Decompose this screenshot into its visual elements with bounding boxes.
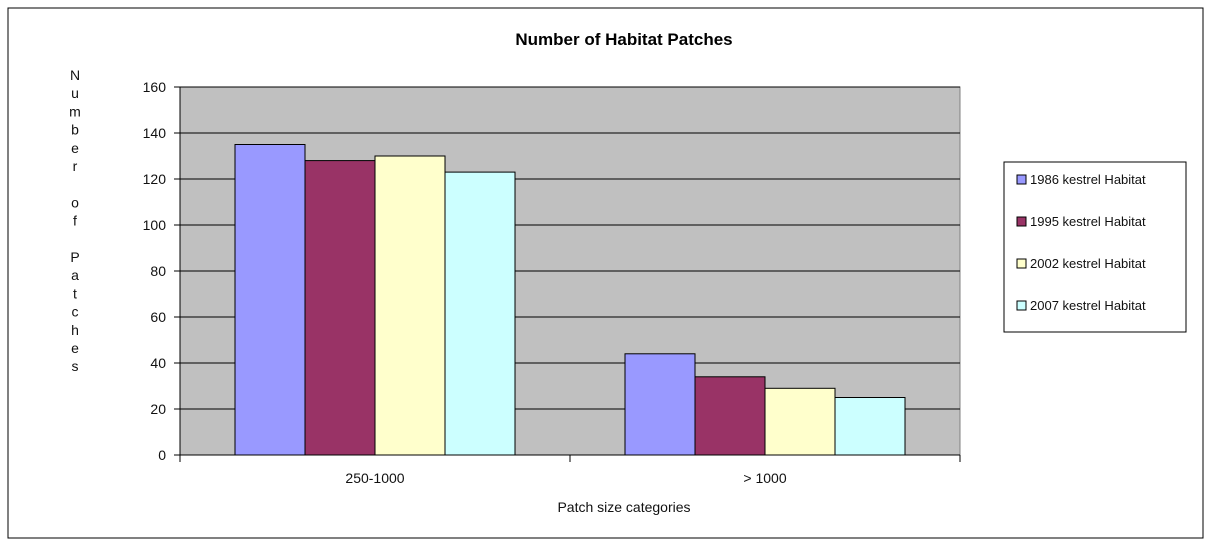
bar-3-1 <box>374 155 446 456</box>
legend-label: 1995 kestrel Habitat <box>1030 214 1146 229</box>
legend-label: 2002 kestrel Habitat <box>1030 256 1146 271</box>
legend: 1986 kestrel Habitat 1995 kestrel Habitat… <box>1003 161 1187 333</box>
bar-2-1 <box>304 160 376 456</box>
bar-4-2 <box>834 397 906 456</box>
legend-label: 2007 kestrel Habitat <box>1030 298 1146 313</box>
chart-title: Number of Habitat Patches <box>515 30 732 49</box>
y-tick-label: 0 <box>158 447 166 463</box>
y-tick-label: 140 <box>143 125 167 141</box>
bar-2-2 <box>694 376 766 456</box>
bar-1-2 <box>624 353 696 456</box>
legend-box <box>1003 161 1187 333</box>
y-tick-label: 80 <box>150 263 166 279</box>
bar-4-1 <box>444 171 516 456</box>
y-tick-label: 100 <box>143 217 167 233</box>
y-tick-label: 160 <box>143 79 167 95</box>
y-tick-label: 60 <box>150 309 166 325</box>
x-tick-label: > 1000 <box>743 470 786 486</box>
legend-swatch <box>1016 216 1027 227</box>
y-tick-label: 120 <box>143 171 167 187</box>
bar-3-2 <box>764 387 836 456</box>
x-tick-label: 250-1000 <box>345 470 404 486</box>
plot-area: 0 20 40 60 80 100 120 140 160 250-1000 > 1000 <box>143 79 961 486</box>
y-tick-label: 20 <box>150 401 166 417</box>
x-axis-label: Patch size categories <box>557 499 690 515</box>
y-tick-label: 40 <box>150 355 166 371</box>
legend-swatch <box>1016 174 1027 185</box>
legend-swatch <box>1016 258 1027 269</box>
legend-swatch <box>1016 300 1027 311</box>
bar-1-1 <box>234 144 306 456</box>
legend-label: 1986 kestrel Habitat <box>1030 172 1146 187</box>
